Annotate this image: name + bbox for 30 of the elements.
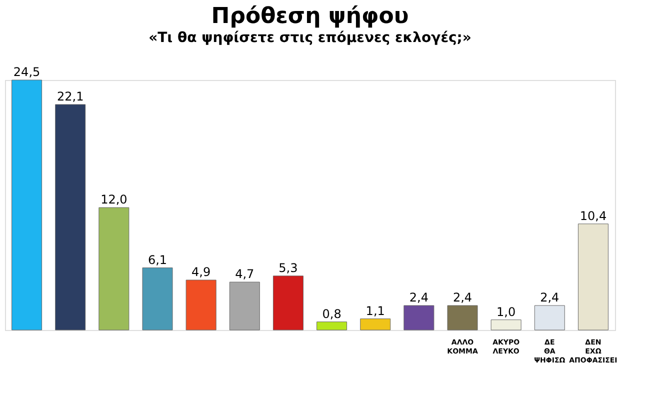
data-label: 2,4	[452, 290, 472, 305]
bar	[404, 305, 434, 330]
data-label: 4,9	[192, 265, 211, 279]
data-label: 5,3	[278, 260, 298, 275]
data-label: 24,5	[13, 65, 40, 79]
chart-subtitle: «Τι θα ψηφίσετε στις επόμενες εκλογές;»	[148, 30, 472, 46]
bar	[186, 280, 216, 330]
data-label: 0,8	[322, 306, 342, 321]
bar	[360, 318, 391, 330]
data-label: 2,4	[540, 290, 560, 305]
bar	[316, 322, 348, 330]
bar	[12, 80, 42, 330]
bar	[447, 305, 478, 330]
bar	[272, 276, 304, 330]
data-label: 4,7	[235, 267, 254, 282]
data-label: 2,4	[409, 290, 428, 305]
chart-title: Πρόθεση ψήφου	[211, 4, 409, 29]
data-label: 12,0	[100, 192, 128, 207]
data-label: 22,1	[57, 89, 84, 104]
data-label: 1,0	[496, 304, 516, 319]
bar	[490, 320, 522, 330]
bar	[229, 282, 260, 330]
bar	[98, 207, 130, 330]
data-label: 10,4	[580, 208, 607, 223]
data-label: 1,1	[366, 304, 385, 318]
bar	[534, 305, 565, 330]
bar	[142, 268, 173, 330]
bar	[578, 224, 608, 330]
bar	[55, 104, 86, 330]
data-label: 6,1	[148, 252, 168, 267]
